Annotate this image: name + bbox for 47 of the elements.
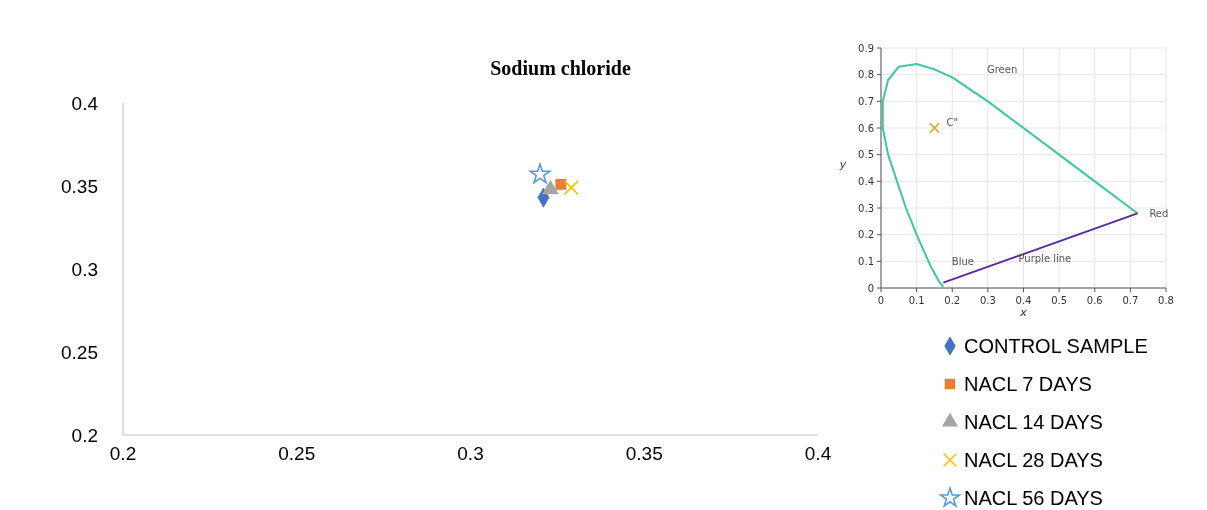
y-tick-label: 0 <box>867 282 874 294</box>
x-axis-title: x <box>1019 306 1028 319</box>
annotation: Red <box>1149 207 1169 219</box>
point <box>563 180 579 196</box>
legend-label: NACL 7 DAYS <box>964 373 1092 395</box>
y-tick-label: 0.8 <box>858 69 874 81</box>
y-axis-title: y <box>838 158 847 171</box>
y-tick-label: 0.4 <box>71 92 99 114</box>
x-tick-label: 0.6 <box>1086 295 1103 306</box>
x-tick-label: 0.8 <box>1158 295 1174 306</box>
annotation: Green <box>986 63 1018 75</box>
annotation: Blue <box>951 255 975 267</box>
point <box>529 163 551 184</box>
x-tick-label: 0 <box>877 295 885 306</box>
y-tick-label: 0.9 <box>858 42 874 54</box>
y-tick-label: 0.35 <box>61 175 98 197</box>
point <box>555 178 567 190</box>
y-tick-label: 0.3 <box>858 202 874 214</box>
y-tick-label: 0.1 <box>858 255 874 267</box>
x-tick-label: 0.5 <box>1051 295 1068 306</box>
annotation: Purple line <box>1018 253 1072 265</box>
x-tick-label: 0.35 <box>625 443 663 464</box>
x-tick-label: 0.2 <box>109 443 137 464</box>
x-tick-label: 0.2 <box>944 295 961 306</box>
point <box>542 179 559 195</box>
x-tick-label: 0.3 <box>457 443 484 464</box>
y-tick-label: 0.5 <box>858 149 874 161</box>
x-tick-label: 0.3 <box>979 295 996 306</box>
legend-label: NACL 56 DAYS <box>964 487 1103 509</box>
y-tick-label: 0.6 <box>858 122 874 134</box>
annotation: C" <box>946 117 959 129</box>
y-tick-label: 0.2 <box>858 229 874 241</box>
x-tick-label: 0.4 <box>1015 295 1032 306</box>
y-tick-label: 0.25 <box>61 341 98 363</box>
x-tick-label: 0.25 <box>278 443 316 464</box>
legend-label: NACL 14 DAYS <box>964 411 1103 433</box>
x-tick-label: 0.1 <box>908 295 925 306</box>
y-tick-label: 0.2 <box>71 424 98 446</box>
legend-label: NACL 28 DAYS <box>964 449 1103 471</box>
y-tick-label: 0.3 <box>71 258 98 280</box>
y-tick-label: 0.4 <box>858 175 874 187</box>
x-tick-label: 0.4 <box>804 443 832 464</box>
chart-title: Sodium chloride <box>490 57 631 79</box>
y-tick-label: 0.7 <box>858 95 874 107</box>
legend-label: CONTROL SAMPLE <box>964 335 1148 357</box>
x-tick-label: 0.7 <box>1122 295 1139 306</box>
line-series <box>881 63 1139 288</box>
